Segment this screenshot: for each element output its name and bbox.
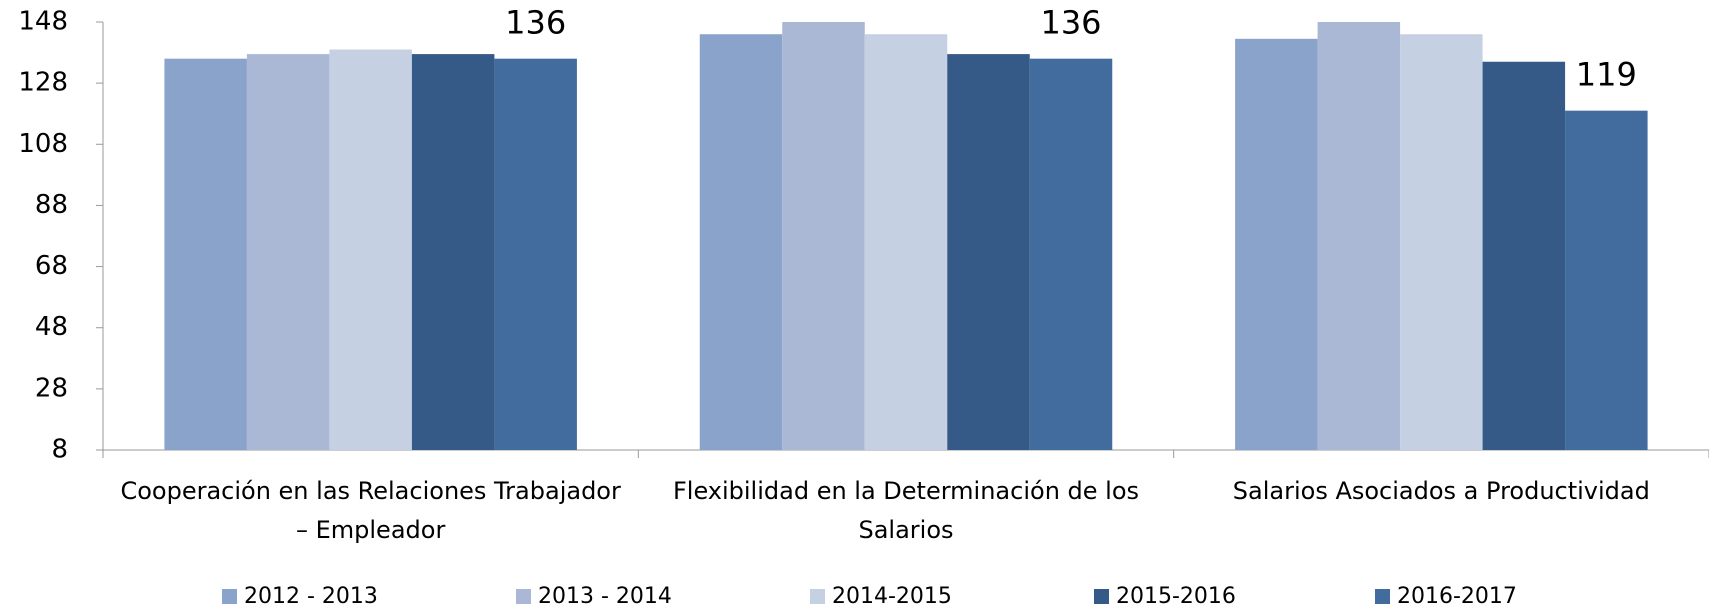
legend-label: 2016-2017 (1397, 584, 1517, 609)
legend-label: 2013 - 2014 (538, 584, 672, 609)
y-tick-label: 48 (35, 312, 68, 342)
y-tick-label: 148 (18, 7, 68, 37)
bar (1400, 34, 1483, 450)
legend-swatch (1094, 589, 1109, 604)
bar (329, 49, 412, 451)
x-tick-label: Flexibilidad en la Determinación de los … (672, 477, 1140, 544)
y-tick-label: 88 (35, 190, 68, 220)
legend-swatch (810, 589, 825, 604)
legend-label: 2014-2015 (832, 584, 952, 609)
bar (947, 54, 1030, 450)
x-tick-label: Cooperación en las Relaciones Trabajador… (120, 477, 621, 544)
y-tick-label: 108 (18, 129, 68, 159)
bar (1482, 61, 1566, 450)
data-label: 119 (1576, 56, 1637, 94)
legend-swatch (516, 589, 531, 604)
bar (246, 54, 330, 450)
data-label: 136 (505, 4, 566, 42)
bar (1565, 110, 1648, 451)
y-tick-label: 28 (35, 373, 68, 403)
bar (782, 22, 865, 450)
bar (1317, 22, 1401, 450)
y-tick-label: 68 (35, 251, 68, 281)
bar (494, 58, 577, 450)
y-tick-label: 8 (51, 435, 68, 465)
legend-swatch (1375, 589, 1390, 604)
bar (1029, 58, 1113, 450)
data-label: 136 (1040, 4, 1101, 42)
bar (1235, 38, 1318, 451)
legend-label: 2012 - 2013 (244, 584, 378, 609)
legend-label: 2015-2016 (1116, 584, 1236, 609)
bar (164, 58, 247, 450)
legend-swatch (222, 589, 237, 604)
bar (411, 54, 495, 450)
y-tick-label: 128 (18, 68, 68, 98)
bar (864, 34, 948, 450)
bar (699, 34, 783, 450)
x-tick-label: Salarios Asociados a Productividad (1232, 477, 1650, 505)
